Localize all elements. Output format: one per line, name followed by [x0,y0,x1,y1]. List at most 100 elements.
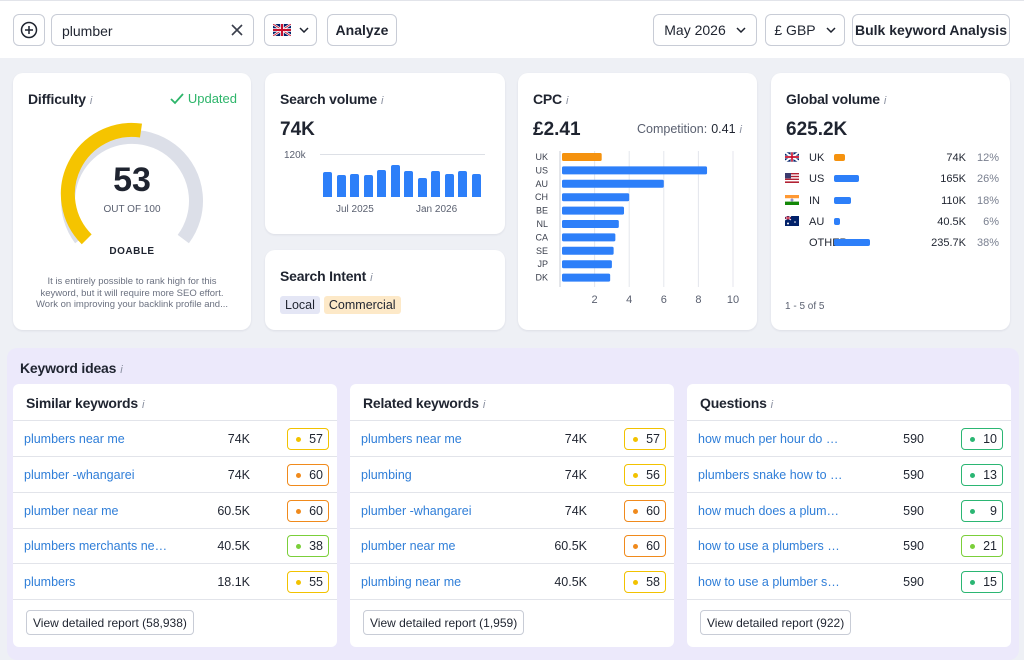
country-share: 6% [983,215,999,228]
keyword-link[interactable]: how to use a plumber snake [698,575,843,590]
divider [13,420,337,421]
analyze-button[interactable]: Analyze [327,14,397,46]
month-select[interactable]: May 2026 [653,14,757,46]
view-detailed-report-button[interactable]: View detailed report (1,959) [363,610,525,635]
cpc-bar[interactable] [562,220,619,228]
category-label: NL [536,219,548,229]
au-flag-icon [784,215,799,226]
volume-bar[interactable] [471,173,481,197]
keyword-link[interactable]: plumbers near me [361,432,462,446]
info-icon[interactable]: i [565,95,569,107]
cpc-bar[interactable] [562,206,625,215]
info-icon[interactable]: i [141,399,145,411]
keyword-search-input[interactable]: plumber [51,14,254,46]
info-icon[interactable]: i [89,95,93,107]
global-volume-title-text: Global volume [786,91,880,107]
view-detailed-report-button[interactable]: View detailed report (58,938) [26,610,194,635]
info-icon[interactable]: i [381,95,384,107]
difficulty-dot [970,544,975,550]
bulk-keyword-analysis-button[interactable]: Bulk keyword Analysis [852,14,1010,46]
volume-bar[interactable] [458,171,467,197]
difficulty-value: 56 [646,467,660,482]
volume-bar[interactable] [417,177,427,197]
panel-title: Similar keywords i [26,395,144,411]
difficulty-badge: 60 [624,499,666,522]
divider [350,420,674,421]
info-icon[interactable]: i [482,399,486,411]
country-volume: 74K [946,152,966,164]
view-detailed-report-button[interactable]: View detailed report (922) [700,610,852,635]
keyword-link[interactable]: plumber near me [24,503,119,518]
volume-bar[interactable] [336,175,346,197]
info-icon[interactable]: i [739,124,742,136]
add-button[interactable] [13,14,45,46]
category-label: CH [535,192,548,202]
keyword-volume: 74K [227,467,250,482]
share-bar [834,154,846,161]
cpc-bar[interactable] [562,246,614,255]
keyword-volume: 590 [903,539,924,554]
cpc-bar[interactable] [562,260,612,269]
country-volume-row: IN 110K 18% [785,193,999,209]
currency-select[interactable]: £ GBP [765,14,845,46]
keyword-volume: 40.5K [217,539,250,554]
search-intent-title-text: Search Intent [280,268,367,284]
keyword-link[interactable]: plumbers merchants near me [24,539,169,554]
cpc-bar[interactable] [562,233,616,242]
us-flag-icon [785,173,799,184]
keyword-link[interactable]: plumbers [24,575,76,590]
country-select[interactable] [264,14,317,46]
cpc-bar[interactable] [562,193,630,202]
volume-bar[interactable] [377,169,386,197]
keyword-link[interactable]: plumbers near me [24,432,125,446]
volume-bar[interactable] [390,165,400,197]
share-bar [834,239,871,247]
difficulty-value: 60 [646,503,660,518]
cpc-bar[interactable] [562,179,664,188]
cpc-bar[interactable] [562,273,611,282]
country-share: 38% [976,237,999,250]
category-label: CA [535,232,548,242]
difficulty-card: Difficulty i Updated 53 OUT OF 100 DOABLE… [13,73,251,330]
difficulty-badge: 38 [287,535,329,558]
search-intent-title: Search Intent i [280,268,373,284]
difficulty-badge: 10 [961,428,1003,450]
volume-bar[interactable] [404,171,413,197]
keyword-row: how much per hour do plumbers charge 590… [687,421,1011,457]
info-icon[interactable]: i [770,399,773,411]
volume-bar[interactable] [431,171,440,197]
keyword-link[interactable]: how to use a plumbers snake [698,539,843,554]
keyword-link[interactable]: plumber -whangarei [361,503,472,518]
intent-tags: Local Commercial [280,296,401,314]
global-volume-card: Global volume i 625.2K UK 74K 12% US 165K 26% I… [771,73,1010,330]
keyword-link[interactable]: plumbing near me [361,575,462,590]
keyword-link[interactable]: how much does a plumber earn [698,503,843,518]
in-flag-icon [785,194,799,205]
info-icon[interactable]: i [370,272,373,284]
volume-bar[interactable] [444,173,454,197]
info-icon[interactable]: i [120,364,123,376]
info-icon[interactable]: i [883,95,887,107]
volume-bar[interactable] [350,174,359,197]
x-tick-label: 6 [661,294,667,306]
keyword-link[interactable]: how much per hour do plumbers charge [698,432,843,446]
clear-icon[interactable] [229,22,245,38]
volume-bar[interactable] [363,175,373,197]
keyword-row: plumbers near me 74K 57 [13,421,337,457]
keyword-link[interactable]: plumbing [361,467,412,482]
keyword-row: how to use a plumber snake 590 15 [687,564,1011,601]
volume-bar[interactable] [323,172,332,197]
keyword-row: plumbers merchants near me 40.5K 38 [13,528,337,565]
cpc-bar[interactable] [562,153,602,161]
difficulty-badge: 13 [961,463,1003,486]
cpc-bar[interactable] [562,166,708,175]
difficulty-dot [296,508,301,514]
keyword-link[interactable]: plumbers snake how to use [698,467,843,482]
keyword-link[interactable]: plumber near me [361,539,456,554]
x-tick-label: 2 [592,294,598,306]
competition-label: Competition: [637,122,708,136]
country-volume-row: OTHER 235.7K 38% [785,235,999,251]
gauge-fill [60,123,142,245]
keyword-link[interactable]: plumber -whangarei [24,467,135,482]
